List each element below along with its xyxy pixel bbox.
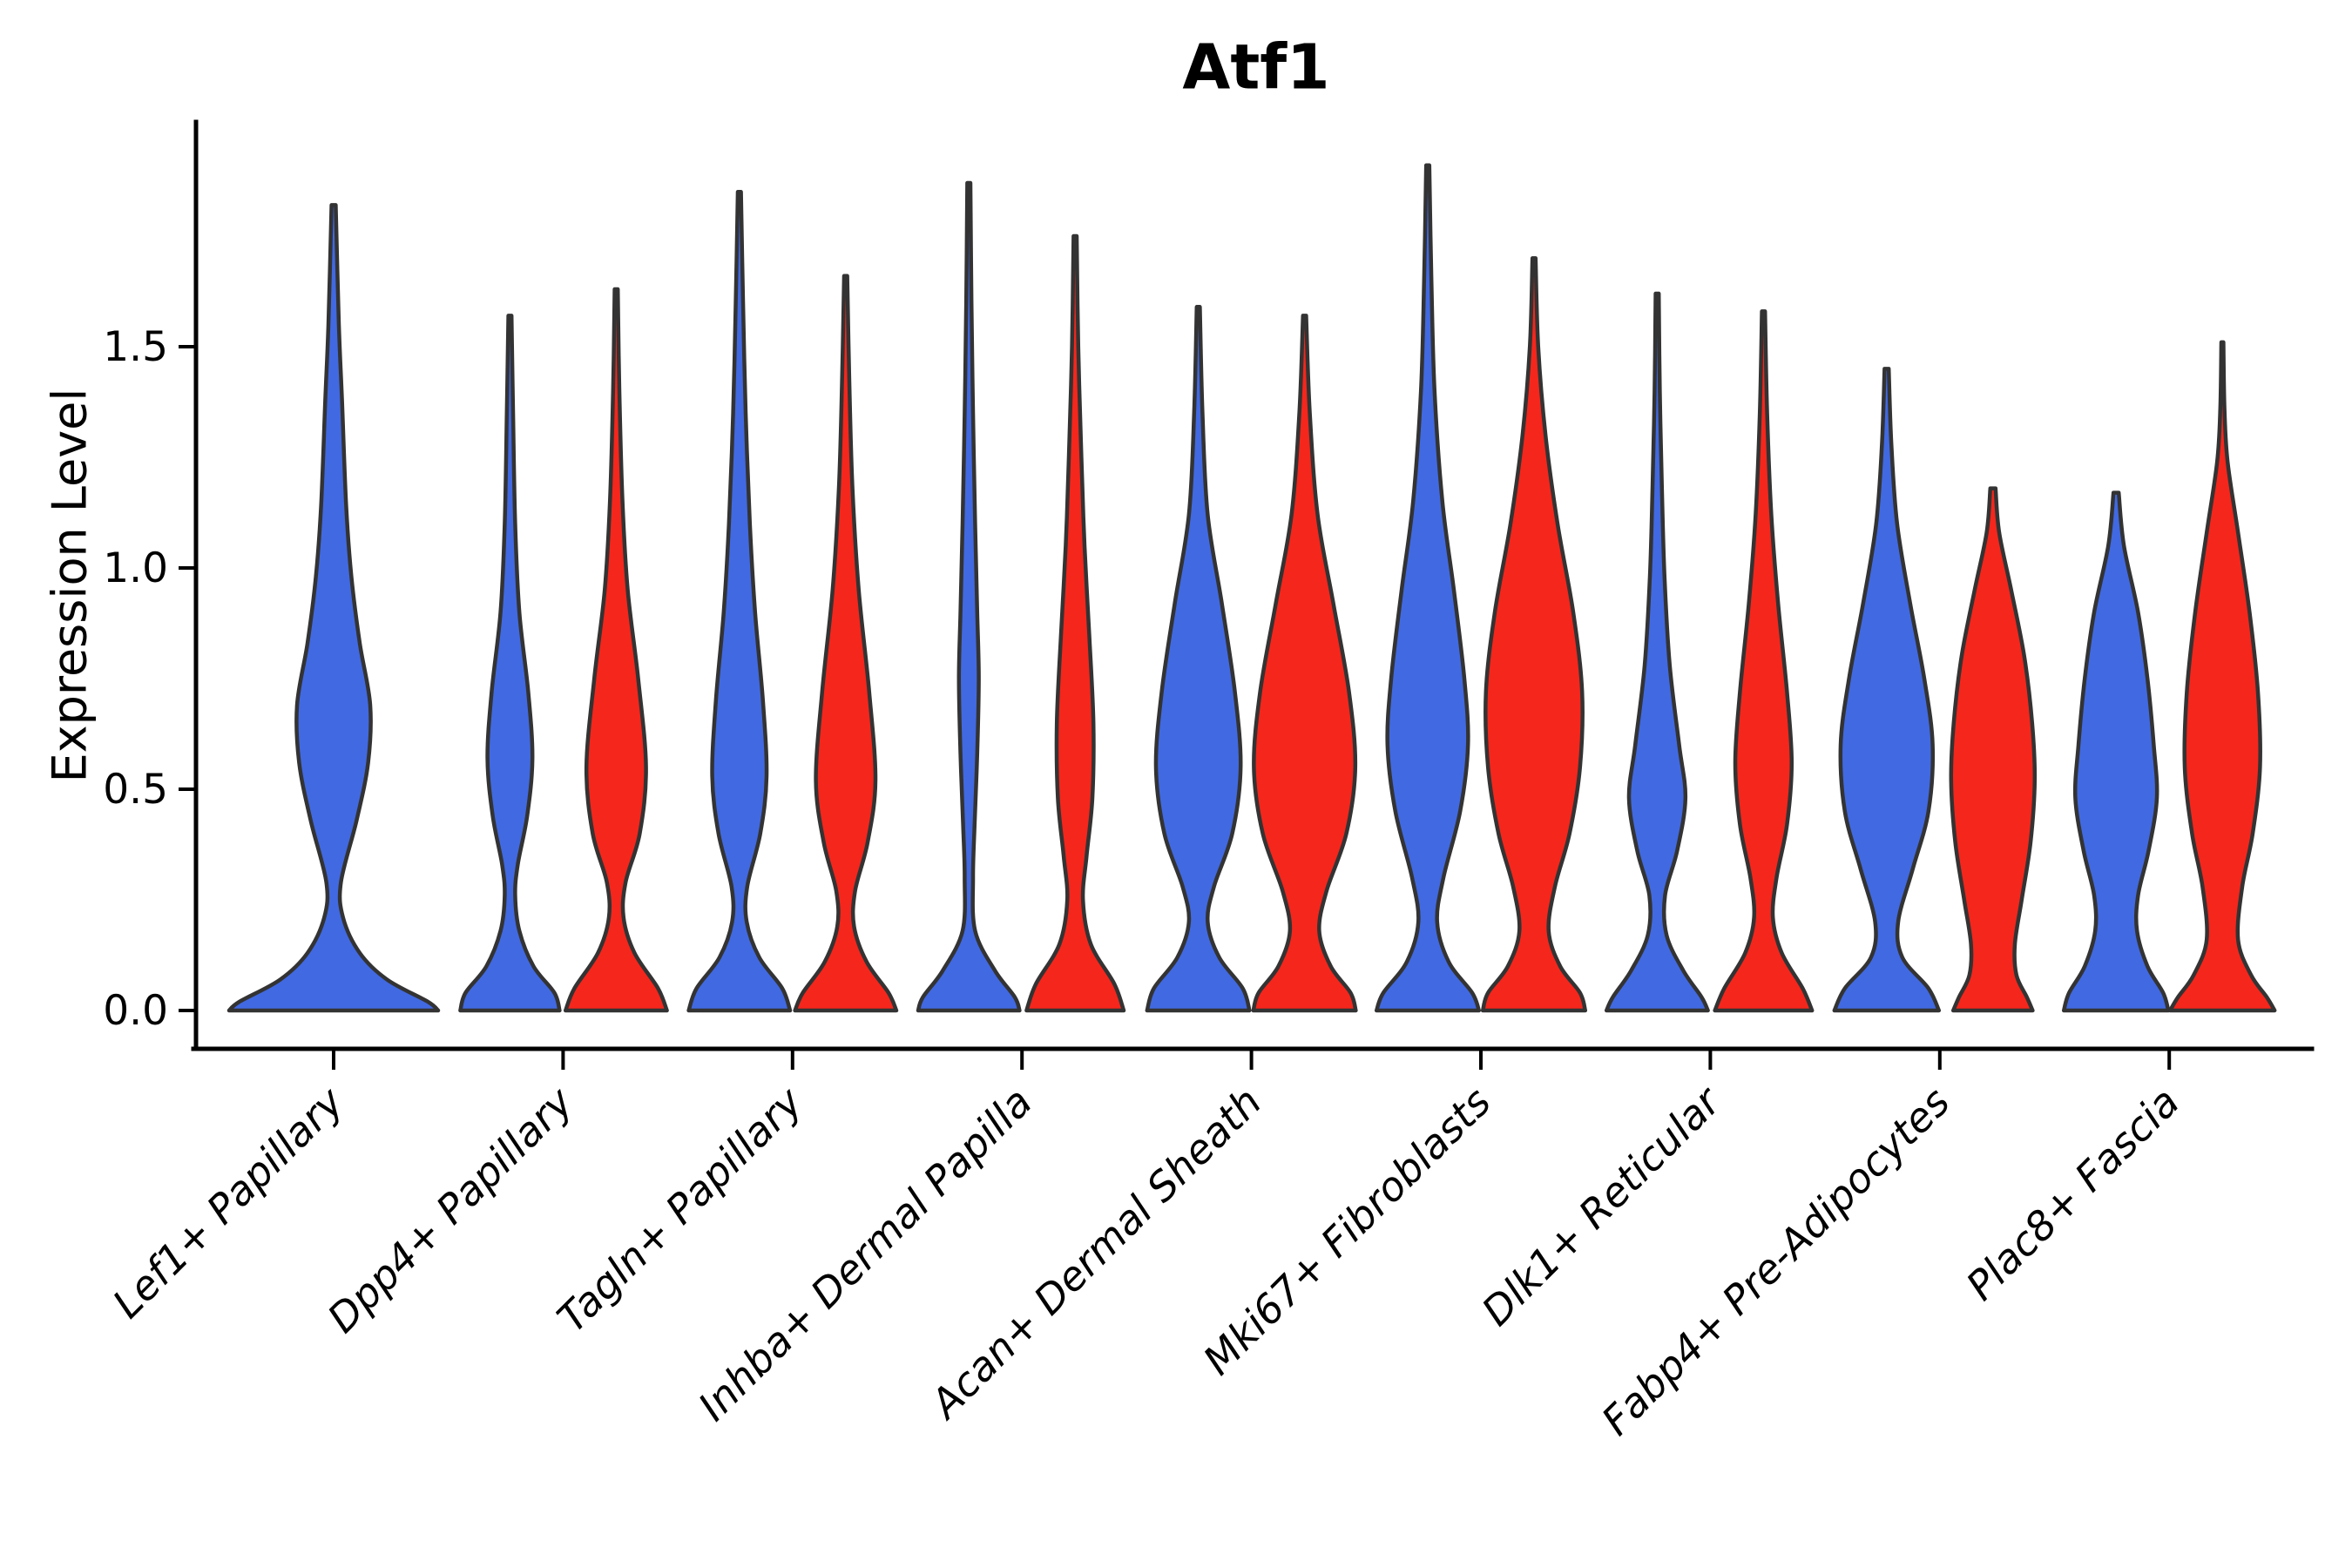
y-tick-label: 0.5: [103, 766, 168, 814]
y-tick-label: 1.5: [103, 323, 168, 371]
violin-dpp4-papillary-red: [563, 287, 669, 1013]
y-axis-label: Expression Level: [42, 388, 98, 783]
violin-plac8-fascia-blue: [2061, 490, 2171, 1013]
violin-inhba-dermal-papilla-red: [1024, 233, 1126, 1013]
violin-plac8-fascia-red: [2167, 340, 2277, 1013]
violin-lef1-papillary-blue: [226, 203, 441, 1013]
violin-dlk1-reticular-blue: [1604, 291, 1710, 1013]
x-tick-label-dpp4-papillary: Dpp4+ Papillary: [319, 1078, 583, 1342]
y-tick-label: 1.0: [103, 544, 168, 592]
violin-tagln-papillary-blue: [686, 189, 793, 1013]
chart-title: Atf1: [1182, 30, 1330, 104]
violin-inhba-dermal-papilla-blue: [916, 180, 1022, 1013]
x-tick-label-dlk1-reticular: Dlk1+ Reticular: [1473, 1076, 1732, 1335]
violin-dlk1-reticular-red: [1713, 309, 1815, 1013]
violin-mki67-fibroblasts-blue: [1374, 163, 1482, 1013]
x-tick-label-lef1-papillary: Lef1+ Papillary: [104, 1078, 353, 1327]
violin-fabp4-pre-adipocytes-red: [1949, 486, 2038, 1013]
violin-acan-dermal-sheath-blue: [1145, 305, 1252, 1013]
y-tick-label: 0.0: [103, 987, 168, 1035]
x-tick-label-plac8-fascia: Plac8+ Fascia: [1957, 1078, 2188, 1309]
violin-dpp4-papillary-blue: [458, 314, 562, 1013]
x-tick-label-tagln-papillary: Tagln+ Papillary: [548, 1078, 812, 1342]
violin-acan-dermal-sheath-red: [1251, 314, 1358, 1013]
violin-mki67-fibroblasts-red: [1480, 256, 1588, 1013]
violin-fabp4-pre-adipocytes-blue: [1832, 367, 1942, 1013]
violin-tagln-papillary-red: [793, 274, 899, 1013]
